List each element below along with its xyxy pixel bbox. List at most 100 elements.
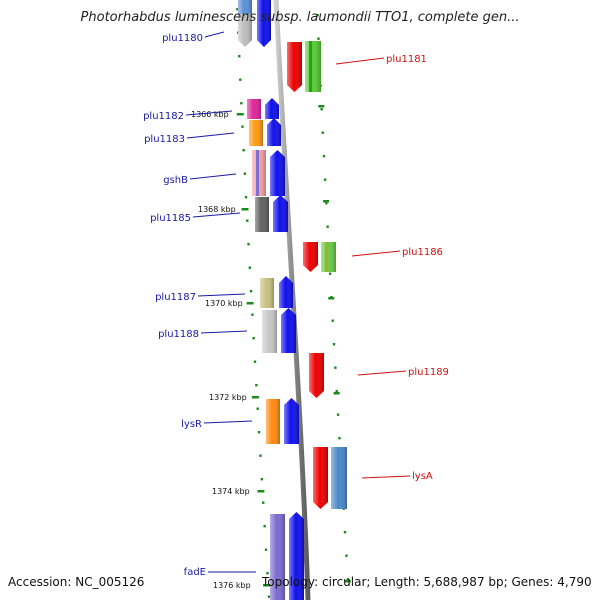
gene-block-plu1188-cog[interactable] bbox=[262, 310, 277, 353]
outer-tick-0 bbox=[318, 105, 325, 108]
tick-label-1376: 1376 kbp bbox=[213, 581, 251, 590]
tick-dot-15 bbox=[253, 360, 257, 363]
gene-block-plu1180-cogb[interactable] bbox=[238, 0, 252, 14]
tick-dot-17 bbox=[256, 407, 259, 410]
gene-block-plu1186-cog[interactable] bbox=[321, 242, 336, 272]
tick-dot-40 bbox=[332, 343, 336, 346]
outer-tick-1 bbox=[323, 200, 330, 203]
gene-block-plu1181-cds[interactable] bbox=[287, 42, 302, 92]
gene-block-plu1180-cds[interactable] bbox=[257, 0, 271, 47]
leader-plu1187 bbox=[197, 293, 246, 297]
gene-block-lysR-cog[interactable] bbox=[266, 399, 280, 444]
tick-dot-34 bbox=[325, 202, 328, 205]
tick-dot-3 bbox=[239, 78, 242, 81]
gene-block-lysA-cds[interactable] bbox=[313, 447, 328, 509]
tick-dot-41 bbox=[334, 366, 337, 369]
topology-text: Topology: circular; Length: 5,688,987 bp… bbox=[262, 575, 592, 589]
gene-block-fadE-cog[interactable] bbox=[270, 514, 285, 600]
gene-block-fadE-cds[interactable] bbox=[289, 512, 304, 600]
gene-label-lysR[interactable]: lysR bbox=[181, 419, 202, 430]
gene-label-plu1186[interactable]: plu1186 bbox=[402, 247, 443, 258]
gene-block-plu1185-cog[interactable] bbox=[255, 197, 269, 232]
tick-dot-23 bbox=[264, 548, 268, 551]
tick-dot-50 bbox=[346, 578, 350, 581]
gene-block-plu1188-cds[interactable] bbox=[281, 308, 296, 353]
gene-label-lysA[interactable]: lysA bbox=[412, 471, 433, 482]
tick-dot-5 bbox=[241, 125, 244, 128]
gene-label-plu1182[interactable]: plu1182 bbox=[143, 111, 184, 122]
gene-block-plu1182-cog[interactable] bbox=[247, 99, 261, 119]
gene-block-gshB-cds[interactable] bbox=[270, 150, 285, 196]
tick-dot-43 bbox=[336, 413, 340, 416]
tick-label-1368: 1368 kbp bbox=[198, 205, 236, 214]
gene-block-plu1181-cog[interactable] bbox=[305, 41, 321, 92]
cog-stripe-plu1186 bbox=[325, 242, 328, 272]
tick-dot-24 bbox=[266, 572, 269, 575]
label-leaders bbox=[185, 31, 411, 573]
gene-block-plu1183-cog[interactable] bbox=[249, 120, 263, 146]
tick-dot-27 bbox=[317, 37, 320, 40]
gene-block-plu1189-cds[interactable] bbox=[309, 353, 324, 398]
leader-plu1182 bbox=[185, 110, 233, 116]
tick-dot-2 bbox=[238, 55, 241, 58]
tick-dot-10 bbox=[247, 243, 250, 246]
gene-features bbox=[238, 0, 347, 600]
gene-block-plu1187-cds[interactable] bbox=[279, 276, 293, 308]
outer-tick-3 bbox=[333, 392, 340, 395]
gene-labels-right: plu1181 plu1186 plu1189 lysA bbox=[386, 54, 449, 482]
tick-dot-49 bbox=[345, 554, 348, 557]
tick-dot-20 bbox=[260, 478, 264, 481]
major-tick-3 bbox=[251, 396, 259, 399]
gene-label-gshB[interactable]: gshB bbox=[163, 175, 188, 186]
gene-block-plu1182-cds[interactable] bbox=[265, 98, 279, 119]
gene-label-plu1181[interactable]: plu1181 bbox=[386, 54, 427, 65]
leader-plu1189 bbox=[357, 370, 407, 376]
outer-tick-2 bbox=[328, 297, 335, 300]
tick-dot-44 bbox=[338, 437, 341, 440]
gene-label-plu1188[interactable]: plu1188 bbox=[158, 329, 199, 340]
leader-plu1183 bbox=[186, 132, 235, 139]
gene-block-lysA-cog[interactable] bbox=[331, 447, 347, 509]
gene-label-plu1187[interactable]: plu1187 bbox=[155, 292, 196, 303]
tick-dot-48 bbox=[343, 531, 347, 534]
gene-block-plu1186-cds[interactable] bbox=[303, 242, 318, 272]
gene-label-fadE[interactable]: fadE bbox=[184, 567, 206, 578]
tick-dot-33 bbox=[323, 178, 327, 181]
major-tick-0 bbox=[236, 113, 244, 116]
accession-text: Accession: NC_005126 bbox=[8, 575, 145, 589]
leader-plu1180 bbox=[204, 31, 225, 38]
tick-dot-8 bbox=[244, 196, 248, 199]
tick-dot-21 bbox=[262, 501, 265, 504]
tick-dot-4 bbox=[240, 102, 243, 105]
gene-label-plu1183[interactable]: plu1183 bbox=[144, 134, 185, 145]
major-tick-5 bbox=[263, 584, 271, 587]
gene-label-plu1180[interactable]: plu1180 bbox=[162, 33, 203, 44]
tick-dot-19 bbox=[259, 454, 262, 457]
tick-dot-32 bbox=[322, 155, 326, 158]
tick-dot-12 bbox=[249, 290, 253, 293]
tick-dot-11 bbox=[248, 266, 251, 269]
gene-block-plu1187-cog[interactable] bbox=[260, 278, 274, 308]
leader-plu1188 bbox=[200, 330, 248, 334]
tick-dot-7 bbox=[243, 172, 247, 175]
tick-label-1372: 1372 kbp bbox=[209, 393, 247, 402]
tick-dot-18 bbox=[257, 431, 261, 434]
major-tick-2 bbox=[246, 302, 254, 305]
tick-label-1374: 1374 kbp bbox=[212, 487, 250, 496]
gene-label-plu1185[interactable]: plu1185 bbox=[150, 213, 191, 224]
tick-label-1370: 1370 kbp bbox=[205, 299, 243, 308]
outer-tick-5 bbox=[344, 580, 351, 583]
gene-block-plu1185-cds[interactable] bbox=[273, 195, 288, 232]
map-title: Photorhabdus luminescens subsp. laumondi… bbox=[80, 10, 520, 25]
leader-lysR bbox=[203, 420, 253, 424]
gene-block-lysR-cds[interactable] bbox=[284, 398, 299, 444]
gene-block-plu1183-cds[interactable] bbox=[267, 118, 281, 146]
leader-plu1185 bbox=[192, 212, 241, 218]
leader-plu1181 bbox=[335, 57, 385, 65]
tick-dot-39 bbox=[331, 319, 334, 322]
gene-label-plu1189[interactable]: plu1189 bbox=[408, 367, 449, 378]
leader-gshB bbox=[189, 173, 237, 180]
tick-dot-0 bbox=[236, 8, 239, 11]
tick-dots bbox=[236, 8, 351, 598]
tick-dot-37 bbox=[328, 272, 332, 275]
